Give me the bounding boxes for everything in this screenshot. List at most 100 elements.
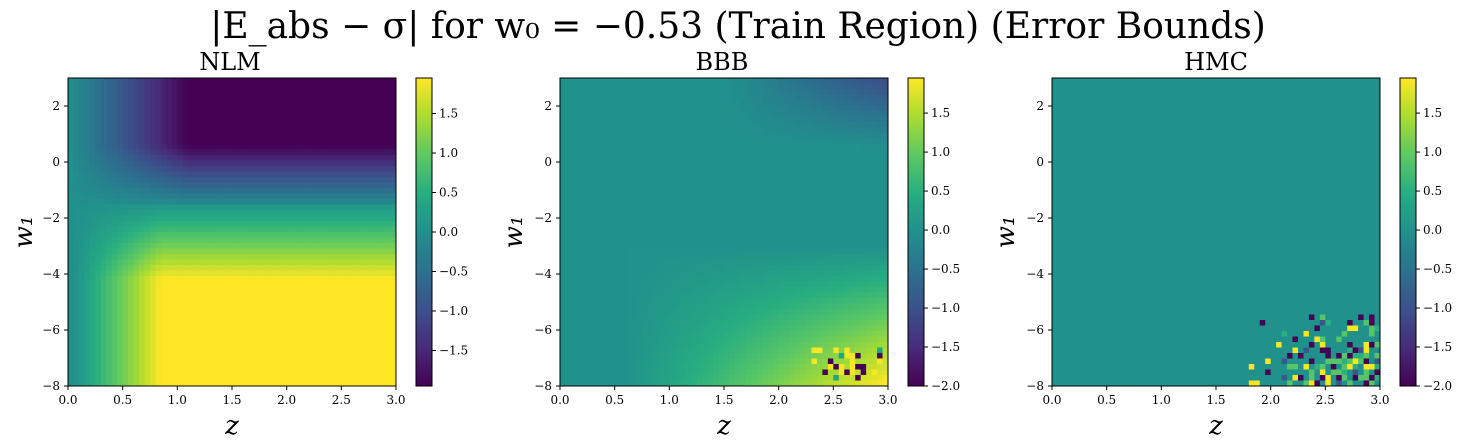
heatmap-cell	[374, 243, 380, 249]
heatmap-cell	[330, 375, 337, 381]
heatmap-cell	[702, 259, 708, 266]
heatmap-cell	[226, 298, 233, 304]
heatmap-cell	[330, 94, 337, 101]
heatmap-cell	[155, 160, 162, 167]
heatmap-cell	[625, 193, 632, 200]
heatmap-cell	[128, 292, 134, 299]
heatmap-cell	[264, 369, 271, 376]
heatmap-cell	[368, 226, 375, 233]
heatmap-cell	[642, 248, 648, 255]
heatmap-cell	[652, 292, 659, 299]
heatmap-cell	[614, 375, 621, 381]
heatmap-cell	[117, 320, 124, 326]
heatmap-cell	[242, 188, 249, 194]
heatmap-cell	[182, 149, 189, 156]
heatmap-cell	[592, 144, 599, 150]
heatmap-cell	[314, 358, 320, 365]
heatmap-cell	[160, 160, 167, 167]
heatmap-cell	[691, 369, 698, 376]
heatmap-cell	[674, 138, 681, 145]
heatmap-cell	[620, 199, 626, 205]
heatmap-cell	[314, 193, 320, 200]
heatmap-cell	[292, 105, 298, 112]
heatmap-cell	[368, 353, 375, 359]
heatmap-cell	[292, 133, 298, 139]
heatmap-cell	[565, 188, 572, 194]
heatmap-cell	[352, 105, 359, 112]
heatmap-cell	[669, 270, 676, 277]
heatmap-cell	[73, 287, 80, 293]
heatmap-cell	[303, 270, 309, 277]
heatmap-cell	[237, 336, 244, 343]
heatmap-cell	[253, 94, 260, 101]
heatmap-cell	[111, 331, 118, 337]
heatmap-cell	[210, 270, 216, 277]
heatmap-cell	[324, 287, 331, 293]
heatmap-cell	[308, 270, 315, 277]
heatmap-cell	[357, 116, 364, 123]
heatmap-cell	[702, 243, 708, 249]
heatmap-cell	[242, 369, 249, 376]
heatmap-cell	[669, 353, 676, 359]
heatmap-cell	[84, 226, 91, 233]
heatmap-cell	[379, 149, 386, 156]
heatmap-cell	[587, 155, 594, 161]
heatmap-cell	[237, 116, 244, 123]
heatmap-cell	[680, 281, 687, 288]
heatmap-cell	[264, 83, 271, 90]
heatmap-cell	[560, 204, 566, 211]
heatmap-cell	[270, 171, 277, 178]
heatmap-cell	[177, 210, 184, 216]
heatmap-cell	[73, 149, 80, 156]
heatmap-cell	[631, 199, 637, 205]
x-tick-label: 2.0	[277, 393, 296, 407]
heatmap-cell	[385, 303, 391, 310]
heatmap-cell	[100, 193, 107, 200]
heatmap-cell	[625, 342, 632, 348]
heatmap-cell	[182, 248, 189, 255]
heatmap-cell	[78, 111, 85, 117]
heatmap-cell	[341, 287, 348, 293]
heatmap-cell	[144, 298, 151, 304]
heatmap-cell	[210, 149, 216, 156]
heatmap-cell	[652, 298, 659, 304]
heatmap-cell	[160, 325, 167, 332]
heatmap-cell	[352, 380, 359, 387]
heatmap-cell	[253, 331, 260, 337]
heatmap-cell	[363, 237, 370, 244]
heatmap-cell	[620, 182, 626, 189]
heatmap-cell	[210, 347, 216, 354]
heatmap-cell	[204, 133, 211, 139]
heatmap-cell	[160, 276, 167, 282]
heatmap-cell	[226, 243, 233, 249]
heatmap-cell	[237, 232, 244, 238]
heatmap-cell	[691, 248, 698, 255]
heatmap-cell	[346, 364, 353, 370]
heatmap-cell	[133, 78, 140, 84]
heatmap-cell	[84, 171, 91, 178]
heatmap-cell	[592, 336, 599, 343]
heatmap-cell	[133, 155, 140, 161]
heatmap-cell	[680, 78, 687, 84]
heatmap-cell	[625, 248, 632, 255]
heatmap-cell	[631, 342, 637, 348]
heatmap-cell	[642, 144, 648, 150]
heatmap-cell	[232, 369, 238, 376]
heatmap-cell	[691, 276, 698, 282]
heatmap-cell	[685, 166, 692, 172]
heatmap-cell	[576, 314, 583, 321]
heatmap-cell	[84, 210, 91, 216]
heatmap-cell	[237, 210, 244, 216]
heatmap-cell	[314, 94, 320, 101]
heatmap-cell	[226, 100, 233, 106]
heatmap-cell	[210, 336, 216, 343]
heatmap-cell	[652, 188, 659, 194]
heatmap-cell	[696, 331, 703, 337]
heatmap-cell	[95, 254, 102, 260]
heatmap-cell	[379, 78, 386, 84]
heatmap-cell	[106, 325, 113, 332]
heatmap-cell	[335, 265, 342, 271]
heatmap-cell	[631, 281, 637, 288]
heatmap-cell	[658, 138, 665, 145]
heatmap-cell	[144, 331, 151, 337]
